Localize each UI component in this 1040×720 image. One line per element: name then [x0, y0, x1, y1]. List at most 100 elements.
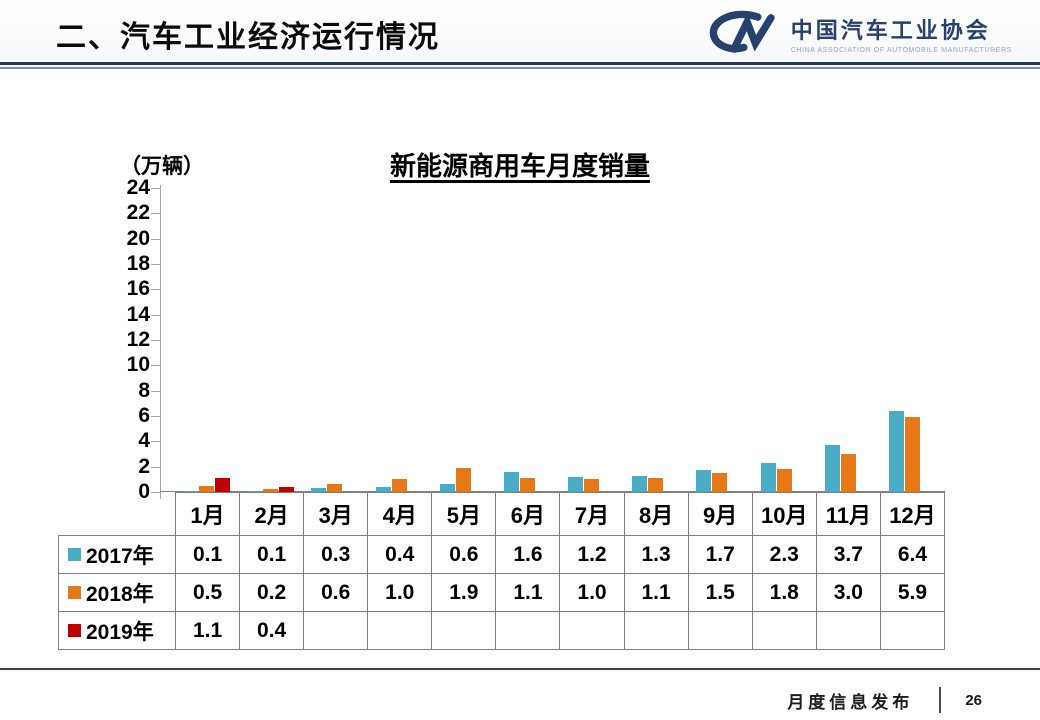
table-cell: 0.6: [303, 573, 369, 612]
table-cell: 0.4: [367, 535, 433, 574]
y-axis-tick: [151, 314, 160, 316]
bar-2018年-10月: [776, 469, 792, 492]
bar-2018年-9月: [712, 473, 728, 492]
table-cell: 0.4: [239, 611, 305, 650]
table-cell: [559, 611, 625, 650]
bar-2018年-8月: [648, 478, 664, 492]
table-cell: [751, 611, 817, 650]
bar-2017年-5月: [439, 484, 455, 492]
bar-2017年-10月: [760, 462, 776, 492]
y-axis-label: 4: [138, 429, 150, 453]
y-axis-tick: [151, 264, 160, 265]
y-axis-label: 16: [126, 277, 150, 301]
table-cell: 1.0: [367, 573, 433, 612]
month-header: 1月: [174, 492, 241, 536]
page-number: 26: [965, 691, 982, 709]
legend-label: 2018年: [86, 582, 154, 606]
x-axis-line: [160, 491, 945, 492]
footer-rule: [0, 668, 1040, 670]
table-cell: [431, 611, 497, 650]
table-cell: 0.2: [239, 573, 305, 612]
y-axis-tick: [151, 213, 160, 215]
bar-2017年-8月: [632, 475, 648, 492]
footer-divider: [939, 687, 942, 713]
month-header: 6月: [495, 492, 561, 536]
table-cell: 1.6: [495, 535, 561, 574]
month-header: 5月: [431, 492, 497, 536]
table-cell: [815, 611, 881, 650]
y-axis-label: 14: [126, 302, 150, 326]
bar-2017年-1月: [183, 490, 199, 492]
y-axis-unit-label: （万辆）: [120, 155, 204, 178]
bar-2017年-11月: [824, 445, 840, 492]
table-cell: 1.0: [559, 573, 625, 612]
header-rule-light: [0, 67, 1040, 69]
y-axis-tick: [151, 466, 160, 468]
bar-2019年-1月: [215, 478, 231, 492]
table-cell: 0.6: [431, 535, 497, 574]
footer: 月度信息发布 26: [787, 685, 982, 715]
table-cell: 1.7: [687, 535, 753, 574]
bar-2018年-5月: [455, 467, 471, 492]
table-cell: 6.4: [879, 535, 946, 574]
bar-2018年-3月: [327, 484, 343, 492]
bar-2017年-12月: [888, 410, 904, 492]
legend-2018年: 2018年: [58, 573, 176, 612]
bar-2017年-3月: [311, 488, 327, 492]
table-cell: 1.1: [495, 573, 561, 612]
table-cell: [623, 611, 689, 650]
y-axis-label: 22: [126, 201, 150, 225]
month-header: 10月: [751, 492, 817, 536]
month-header: 11月: [815, 492, 881, 536]
table-cell: 0.1: [174, 535, 241, 574]
table-cell: 1.9: [431, 573, 497, 612]
y-axis-tick: [151, 238, 160, 240]
table-cell: 0.3: [303, 535, 369, 574]
y-axis-tick: [151, 188, 160, 189]
y-axis-tick: [151, 340, 160, 341]
bar-2017年-2月: [247, 490, 263, 492]
y-axis-tick: [151, 365, 160, 367]
table-cell: 3.0: [815, 573, 881, 612]
y-axis-tick: [151, 416, 160, 417]
y-axis-label: 6: [138, 404, 150, 427]
y-axis-label: 8: [138, 378, 150, 402]
data-table: 1月 2月 3月 4月 5月 6月 7月 8月 9月 10月 11月 12月 2017年 0.1 0.1 0.…: [58, 492, 946, 650]
table-cell: 1.5: [687, 573, 753, 612]
plot-area: [160, 188, 945, 492]
footer-label: 月度信息发布: [787, 692, 914, 712]
bar-2017年-9月: [696, 470, 712, 492]
header-rule: [0, 62, 1040, 65]
month-header: 2月: [239, 492, 305, 536]
table-cell: 3.7: [815, 535, 881, 574]
bar-2018年-4月: [391, 479, 407, 492]
y-axis-label: 18: [126, 252, 150, 275]
table-corner: [59, 493, 176, 536]
table-cell: [303, 611, 369, 650]
chart-title: 新能源商用车月度销量: [389, 151, 650, 181]
month-header: 12月: [879, 492, 946, 536]
bar-2018年-1月: [199, 485, 215, 492]
bar-2019年-2月: [279, 486, 295, 492]
month-header: 4月: [367, 492, 433, 536]
month-header: 9月: [687, 492, 753, 536]
legend-label: 2017年: [86, 544, 154, 568]
table-cell: [495, 611, 561, 650]
y-axis-line: [160, 185, 161, 499]
y-axis-label: 24: [126, 176, 150, 199]
legend-swatch-icon: [68, 548, 81, 561]
table-cell: 1.1: [623, 573, 689, 612]
caam-logo-icon: [705, 8, 781, 59]
bar-2018年-11月: [840, 454, 856, 492]
y-axis-label: 12: [126, 328, 150, 351]
legend-swatch-icon: [68, 586, 81, 599]
legend-swatch-icon: [68, 624, 81, 637]
month-header: 8月: [623, 492, 689, 536]
y-axis-label: 20: [126, 226, 150, 250]
y-axis-label: 0: [138, 480, 150, 503]
bar-2018年-12月: [904, 417, 920, 492]
header: 二、汽车工业经济运行情况 中国汽车工业协会 CHINA ASSOCIATION …: [0, 0, 1040, 62]
table-cell: 1.3: [623, 535, 689, 574]
y-axis-tick: [151, 492, 160, 493]
